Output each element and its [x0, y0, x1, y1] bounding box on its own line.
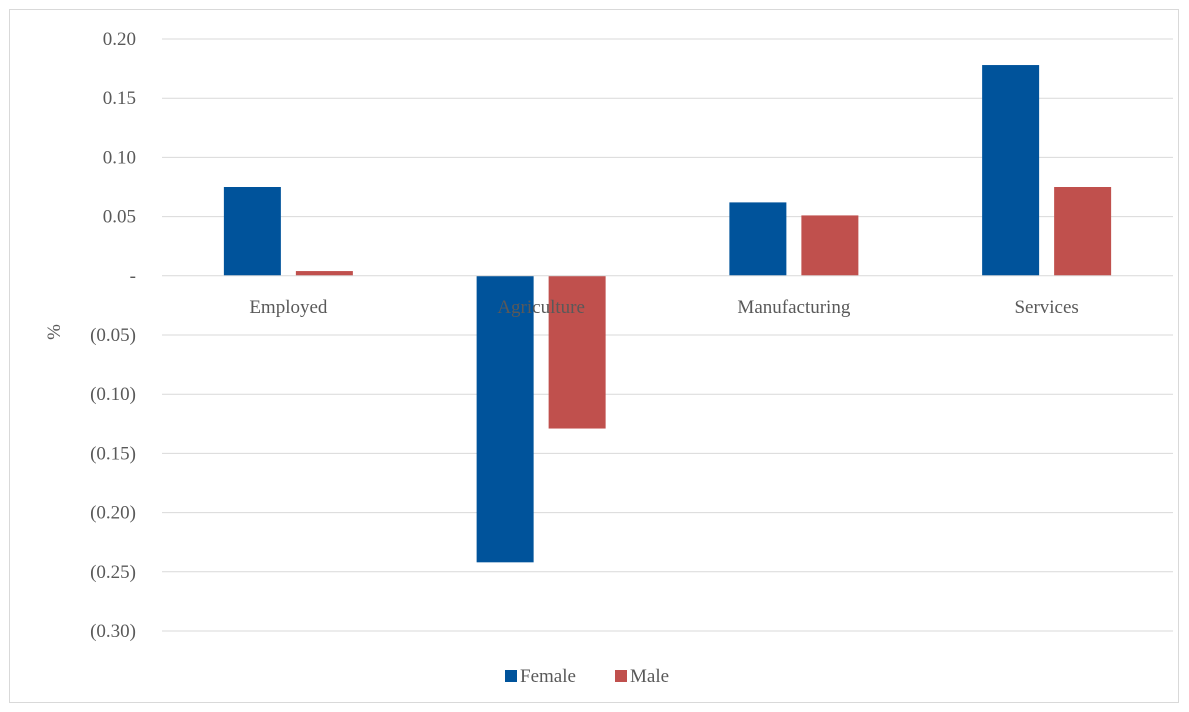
legend-label: Female: [520, 666, 576, 687]
legend-swatch: [505, 670, 517, 682]
y-tick-label: 0.20: [103, 29, 136, 50]
x-category-label: Services: [1014, 297, 1078, 318]
bar-male-services: [1054, 187, 1112, 276]
legend-item-female[interactable]: Female: [505, 666, 576, 687]
bar-female-services: [982, 65, 1040, 276]
bar-female-manufacturing: [729, 202, 787, 276]
legend-swatch: [615, 670, 627, 682]
y-tick-label: (0.30): [90, 621, 136, 642]
legend[interactable]: Female Male: [505, 666, 669, 687]
bar-male-agriculture: [548, 275, 606, 429]
bar-female-agriculture: [476, 275, 534, 563]
y-tick-label: -: [130, 266, 136, 287]
y-tick-label: (0.15): [90, 443, 136, 464]
legend-label: Male: [630, 666, 669, 687]
y-tick-label: (0.20): [90, 503, 136, 524]
y-axis-label: %: [44, 324, 65, 340]
bar-female-employed: [223, 187, 281, 276]
chart-frame: 0.20 0.15 0.10 0.05 - (0.05) (0.10) (0.15) (0.20…: [9, 9, 1179, 703]
y-tick-label: (0.25): [90, 562, 136, 583]
y-tick-label: 0.05: [103, 207, 136, 228]
x-category-label: Manufacturing: [737, 297, 850, 318]
legend-item-male[interactable]: Male: [615, 666, 669, 687]
x-axis-categories: Employed Agriculture Manufacturing Services: [249, 297, 1078, 318]
y-axis-ticks: 0.20 0.15 0.10 0.05 - (0.05) (0.10) (0.15) (0.20…: [90, 29, 136, 642]
bar-chart: 0.20 0.15 0.10 0.05 - (0.05) (0.10) (0.15) (0.20…: [44, 29, 1173, 687]
x-category-label: Agriculture: [497, 297, 585, 318]
y-tick-label: (0.05): [90, 325, 136, 346]
y-tick-label: 0.15: [103, 88, 136, 109]
y-tick-label: (0.10): [90, 384, 136, 405]
gridlines: [162, 38, 1173, 632]
bar-male-employed: [295, 271, 353, 276]
y-tick-label: 0.10: [103, 147, 136, 168]
x-category-label: Employed: [249, 297, 328, 318]
bars: [223, 65, 1112, 563]
bar-male-manufacturing: [801, 215, 859, 276]
